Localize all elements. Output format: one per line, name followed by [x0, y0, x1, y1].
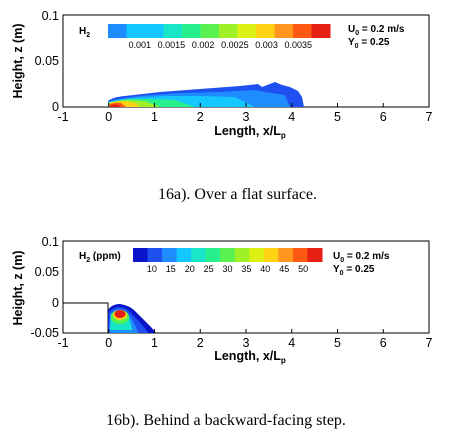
- x-tick-label: 0: [105, 110, 112, 124]
- colorbar-level-label: 35: [241, 264, 251, 274]
- panel-a-legend-title: H2: [79, 26, 90, 39]
- x-tick-label: 2: [197, 110, 204, 124]
- colorbar-level-label: 50: [298, 264, 308, 274]
- colorbar-swatch: [234, 248, 250, 262]
- colorbar-swatch: [249, 248, 265, 262]
- panel-a: H2 0.001 0.0015 0.002 0.0025 0.003 0.0035 U0 …: [11, 9, 433, 140]
- panel-a-x-axis: -1 0 1 2 3 4 5 6 7: [57, 103, 433, 124]
- x-tick-label: 0: [105, 336, 112, 350]
- colorbar-swatch: [182, 24, 201, 38]
- x-tick-label: 7: [426, 336, 433, 350]
- colorbar-level-label: 25: [204, 264, 214, 274]
- panel-a-x-axis-label: Length, x/Lp: [214, 124, 286, 140]
- x-tick-label: -1: [57, 336, 68, 350]
- colorbar-swatch: [292, 248, 308, 262]
- x-tick-label: 3: [243, 336, 250, 350]
- colorbar-swatch: [162, 248, 178, 262]
- colorbar-level-label: 45: [279, 264, 289, 274]
- panel-b-param-u0: U0 = 0.2 m/s: [333, 251, 390, 264]
- colorbar-swatch: [200, 24, 220, 38]
- panel-b-plume: [108, 304, 156, 333]
- y-tick-label: 0.1: [42, 235, 59, 249]
- y-tick-label: 0.05: [35, 54, 59, 68]
- colorbar-level-label: 20: [185, 264, 195, 274]
- colorbar-swatch: [163, 24, 183, 38]
- panel-b-legend-title: H2 (ppm): [79, 251, 121, 264]
- panel-b: H2 (ppm) 10 15 20 25 30 35 40 45 50 U0 = 0.2 m/s…: [11, 235, 433, 365]
- colorbar-swatch: [219, 24, 238, 38]
- x-tick-label: 6: [380, 110, 387, 124]
- y-tick-label: -0.05: [31, 326, 60, 340]
- colorbar-swatch: [293, 24, 312, 38]
- panel-a-caption: 16a). Over a flat surface.: [158, 186, 318, 203]
- colorbar-swatch: [133, 248, 149, 262]
- x-tick-label: 3: [243, 110, 250, 124]
- colorbar-level-label: 30: [222, 264, 232, 274]
- colorbar-swatch: [311, 24, 331, 38]
- x-tick-label: 5: [334, 110, 341, 124]
- colorbar-swatch: [191, 248, 207, 262]
- panel-a-colorbar: 0.001 0.0015 0.002 0.0025 0.003 0.0035: [108, 24, 331, 50]
- panel-b-param-y0: Y0 = 0.25: [333, 264, 375, 277]
- colorbar-swatch: [205, 248, 221, 262]
- panel-a-y-axis: 0.1 0.05 0: [35, 9, 59, 114]
- colorbar-level-label: 0.0015: [158, 40, 186, 50]
- panel-a-param-y0: Y0 = 0.25: [348, 37, 390, 50]
- colorbar-level-label: 15: [166, 264, 176, 274]
- y-tick-label: 0.05: [35, 265, 59, 279]
- colorbar-level-label: 0.001: [128, 40, 151, 50]
- y-tick-label: 0.1: [42, 9, 59, 23]
- colorbar-swatch: [237, 24, 257, 38]
- panel-b-y-axis-label: Height, z (m): [11, 251, 25, 326]
- x-tick-label: 2: [197, 336, 204, 350]
- panel-a-y-axis-label: Height, z (m): [11, 24, 25, 99]
- colorbar-level-label: 40: [260, 264, 270, 274]
- y-tick-label: 0: [52, 100, 59, 114]
- x-tick-label: 5: [334, 336, 341, 350]
- x-tick-label: 4: [288, 336, 295, 350]
- colorbar-swatch: [176, 248, 192, 262]
- colorbar-swatch: [263, 248, 279, 262]
- panel-b-x-axis-label: Length, x/Lp: [214, 349, 286, 365]
- y-tick-label: 0: [52, 296, 59, 310]
- panel-b-y-axis: 0.1 0.05 0 -0.05: [31, 235, 60, 340]
- x-tick-label: -1: [57, 110, 68, 124]
- colorbar-swatch: [220, 248, 236, 262]
- colorbar-swatch: [126, 24, 146, 38]
- colorbar-swatch: [256, 24, 275, 38]
- x-tick-label: 1: [151, 336, 158, 350]
- panel-a-param-u0: U0 = 0.2 m/s: [348, 24, 405, 37]
- colorbar-swatch: [147, 248, 163, 262]
- colorbar-swatch: [274, 24, 294, 38]
- panel-b-x-axis: -1 0 1 2 3 4 5 6 7: [57, 329, 433, 350]
- colorbar-swatch: [145, 24, 164, 38]
- colorbar-level-label: 0.0025: [221, 40, 249, 50]
- colorbar-level-label: 0.0035: [285, 40, 313, 50]
- x-tick-label: 4: [288, 110, 295, 124]
- x-tick-label: 7: [426, 110, 433, 124]
- x-tick-label: 1: [151, 110, 158, 124]
- colorbar-swatch: [307, 248, 323, 262]
- colorbar-swatch: [278, 248, 294, 262]
- colorbar-level-label: 0.002: [192, 40, 215, 50]
- panel-b-step: [63, 302, 109, 333]
- panel-a-plume: [108, 82, 304, 107]
- panel-b-caption: 16b). Behind a backward-facing step.: [106, 412, 346, 429]
- panel-b-colorbar: 10 15 20 25 30 35 40 45 50: [133, 248, 323, 274]
- colorbar-level-label: 0.003: [255, 40, 278, 50]
- colorbar-swatch: [108, 24, 127, 38]
- colorbar-level-label: 10: [147, 264, 157, 274]
- x-tick-label: 6: [380, 336, 387, 350]
